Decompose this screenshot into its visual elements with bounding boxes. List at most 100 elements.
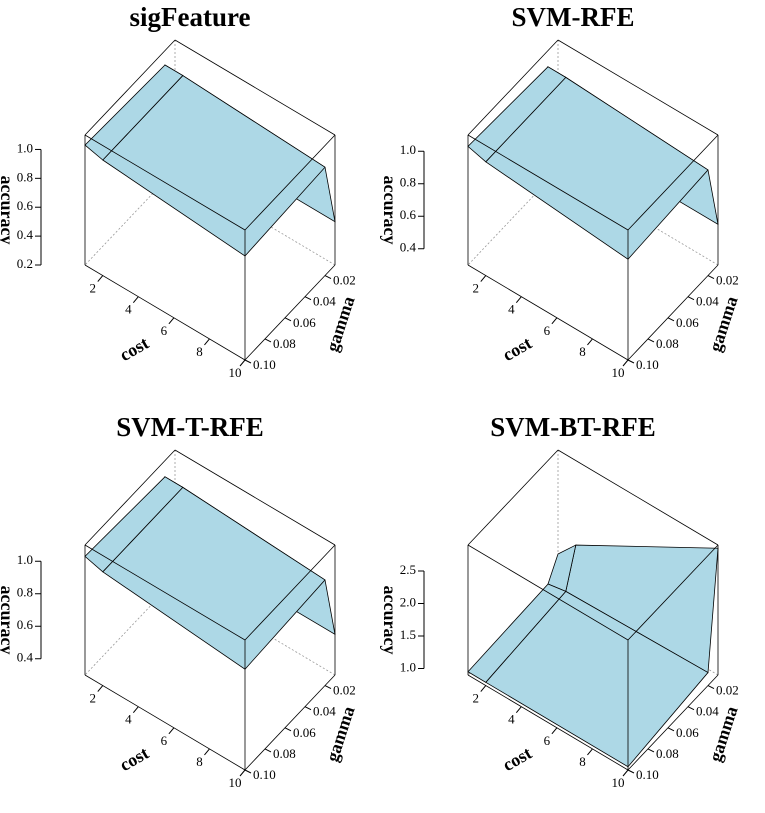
box-edge (244, 264, 336, 361)
surface-facet (84, 476, 184, 573)
y-tick (324, 275, 332, 280)
box-edge (467, 39, 559, 136)
x-tick (515, 296, 522, 303)
z-tick-label: 0.4 (17, 227, 34, 242)
y-tick-label: 0.08 (273, 336, 296, 351)
y-tick-label: 0.02 (716, 683, 739, 698)
y-tick (667, 317, 675, 322)
z-axis-label: accuracy (380, 586, 400, 655)
x-tick (97, 275, 104, 282)
y-tick (707, 275, 715, 280)
surface-facet (467, 66, 567, 163)
y-tick-label: 0.10 (636, 767, 659, 782)
x-tick-label: 2 (90, 281, 97, 296)
x-tick-label: 8 (196, 754, 203, 769)
x-tick (622, 359, 629, 367)
x-axis-label: cost (116, 743, 152, 775)
x-tick-label: 4 (125, 302, 132, 317)
z-tick-label: 0.6 (17, 198, 34, 213)
box-edge (467, 134, 629, 231)
box-edge (84, 134, 246, 231)
y-tick (244, 359, 252, 364)
y-tick (264, 338, 272, 343)
surface-facet (467, 583, 567, 683)
y-tick (304, 296, 312, 301)
box-edge (84, 264, 246, 361)
z-tick-label: 0.6 (400, 207, 417, 222)
z-axis-label: accuracy (380, 176, 400, 245)
y-tick (627, 359, 635, 364)
x-tick-label: 10 (229, 775, 242, 790)
y-tick-label: 0.10 (253, 357, 276, 372)
x-tick-label: 4 (508, 712, 515, 727)
box-edge (84, 674, 246, 771)
x-tick-label: 2 (90, 691, 97, 706)
x-tick-label: 6 (161, 323, 168, 338)
box-edge (84, 544, 246, 641)
z-tick-label: 0.8 (17, 585, 33, 600)
x-tick-label: 10 (612, 775, 625, 790)
chart-title: SVM-BT-RFE (490, 412, 656, 442)
x-tick (480, 275, 487, 282)
x-axis-label: cost (116, 333, 152, 365)
z-tick-label: 0.4 (17, 650, 34, 665)
box-edge (467, 264, 629, 361)
x-tick-label: 10 (229, 365, 242, 380)
box-edge (467, 449, 559, 546)
x-tick (239, 769, 246, 777)
y-tick-label: 0.06 (293, 315, 316, 330)
z-tick-label: 1.0 (400, 659, 416, 674)
y-tick (627, 769, 635, 774)
y-tick (647, 338, 655, 343)
x-tick (204, 748, 210, 756)
box-edge (467, 674, 629, 771)
x-tick (168, 317, 175, 325)
box-edge (627, 674, 719, 771)
box-edge (244, 674, 336, 771)
y-tick (244, 769, 252, 774)
x-tick-label: 6 (544, 733, 551, 748)
y-tick (687, 706, 695, 711)
x-tick-label: 4 (508, 302, 515, 317)
box-edge (84, 39, 176, 136)
y-tick-label: 0.08 (273, 746, 296, 761)
z-tick-label: 2.0 (400, 594, 416, 609)
x-tick (551, 317, 558, 325)
surface-facet (84, 64, 184, 161)
x-tick-label: 6 (161, 733, 168, 748)
z-tick-label: 1.0 (17, 552, 33, 567)
y-tick (284, 727, 292, 732)
x-tick (587, 338, 593, 346)
box-edge (627, 544, 719, 641)
chart-title: sigFeature (130, 2, 251, 32)
y-tick-label: 0.02 (333, 273, 356, 288)
y-tick (667, 727, 675, 732)
y-tick (707, 685, 715, 690)
z-tick-label: 2.5 (400, 562, 416, 577)
y-tick-label: 0.04 (313, 294, 336, 309)
x-tick (132, 296, 139, 303)
box-edge (244, 544, 336, 641)
x-tick (515, 706, 522, 713)
z-axis-label: accuracy (0, 586, 17, 655)
box-edge (244, 134, 336, 231)
y-tick-label: 0.04 (696, 294, 719, 309)
y-tick-label: 0.08 (656, 336, 679, 351)
box-edge (84, 449, 176, 546)
y-tick (687, 296, 695, 301)
z-tick-label: 0.4 (400, 240, 417, 255)
y-tick-label: 0.10 (636, 357, 659, 372)
box-edge (627, 264, 719, 361)
x-tick-label: 10 (612, 365, 625, 380)
x-tick-label: 2 (473, 281, 480, 296)
y-tick (324, 685, 332, 690)
x-tick-label: 8 (196, 344, 203, 359)
x-tick (204, 338, 210, 346)
y-tick (284, 317, 292, 322)
y-tick (264, 748, 272, 753)
y-tick-label: 0.04 (313, 704, 336, 719)
y-tick-label: 0.06 (676, 725, 699, 740)
x-axis-label: cost (499, 333, 535, 365)
x-tick (480, 685, 487, 692)
